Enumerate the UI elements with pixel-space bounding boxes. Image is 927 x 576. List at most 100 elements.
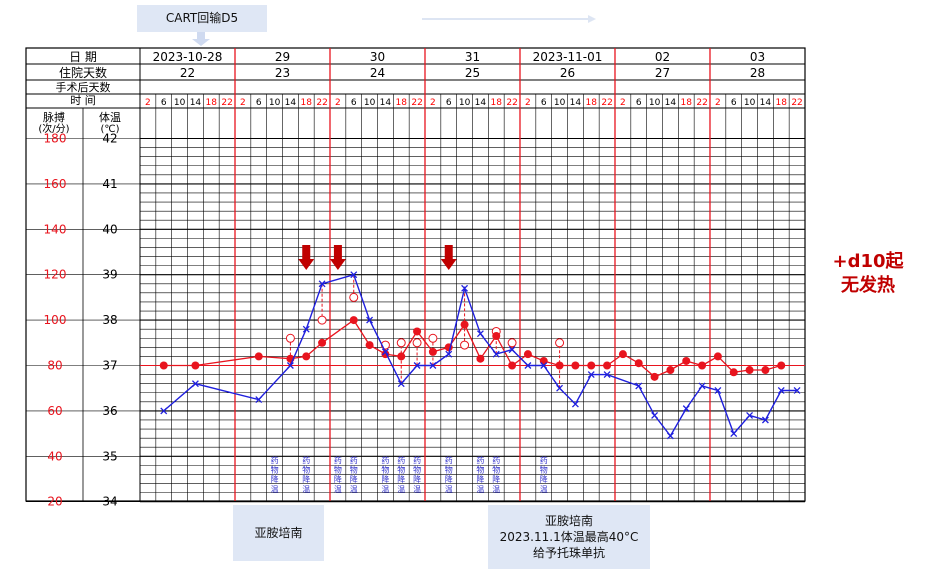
temperature-point	[730, 430, 738, 438]
date-row-label: 日 期	[69, 50, 97, 64]
pulse-axis-label-1: 脉搏	[43, 110, 65, 124]
time-slot-label: 22	[221, 98, 232, 108]
time-slot-label: 14	[475, 98, 487, 108]
temp-tick-label: 40	[102, 222, 117, 236]
pulse-tick-label: 60	[47, 404, 62, 418]
hospital-day-label: 28	[750, 66, 765, 80]
temperature-point	[366, 316, 374, 324]
temperature-series-line	[163, 273, 798, 438]
no-fever-note-line2: 无发热	[841, 275, 895, 296]
temp-tick-label: 36	[102, 404, 117, 418]
time-slot-label: 6	[161, 98, 167, 108]
pulse-tick-label: 120	[44, 268, 67, 282]
imipenem-callout-left: 亚胺培南	[233, 505, 324, 561]
time-slot-label: 22	[696, 98, 707, 108]
pulse-point	[603, 361, 612, 370]
pulse-tick-label: 20	[47, 495, 62, 509]
time-slot-label: 6	[731, 98, 737, 108]
time-slot-label: 22	[411, 98, 422, 108]
time-slot-label: 18	[586, 98, 598, 108]
drug-cooling-label: 降	[540, 474, 548, 484]
pulse-point	[634, 359, 643, 368]
time-slot-label: 18	[776, 98, 788, 108]
drug-cooling-label: 物	[271, 465, 279, 475]
pulse-point	[650, 372, 659, 381]
drug-cooling-label: 物	[381, 465, 389, 475]
hospital-day-label: 25	[465, 66, 480, 80]
pulse-point	[397, 352, 406, 361]
date-label: 03	[750, 50, 765, 64]
date-label: 02	[655, 50, 670, 64]
drug-cooling-label: 降	[476, 474, 484, 484]
temperature-point	[603, 371, 611, 379]
drug-cooling-label: 物	[445, 465, 453, 475]
temp-tick-label: 37	[102, 359, 117, 373]
temperature-point	[476, 330, 484, 338]
time-slot-label: 14	[570, 98, 582, 108]
temperature-point	[524, 362, 532, 369]
pulse-point	[571, 361, 580, 370]
no-fever-note: +d10起 无发热	[818, 250, 918, 298]
drug-cooling-label: 药	[413, 455, 421, 465]
cooled-temp-marker	[396, 338, 406, 348]
cooled-temp-marker	[317, 315, 327, 325]
hospital-days-row-label: 住院天数	[59, 65, 107, 80]
pulse-point	[349, 316, 358, 325]
pulse-point	[492, 331, 501, 340]
time-slot-label: 22	[316, 98, 327, 108]
pulse-axis-label-2: (次/分)	[38, 122, 69, 135]
drug-cooling-label: 降	[492, 474, 500, 484]
temperature-point	[714, 387, 722, 394]
date-label: 30	[370, 50, 385, 64]
cooled-temp-marker	[555, 338, 565, 348]
pulse-point	[587, 361, 596, 370]
pulse-tick-label: 140	[44, 222, 67, 236]
temperature-point	[381, 348, 389, 356]
temp-tick-label: 42	[102, 132, 117, 146]
temperature-point	[587, 371, 595, 379]
antipyretic-arrow	[440, 245, 457, 270]
temperature-point	[556, 384, 564, 392]
drug-cooling-label: 药	[445, 455, 453, 465]
time-slot-label: 10	[174, 98, 186, 108]
temperature-point	[666, 432, 674, 440]
temperature-point	[429, 362, 437, 369]
pulse-point	[191, 361, 200, 370]
pulse-tick-label: 180	[44, 132, 67, 146]
antipyretic-arrow	[298, 245, 315, 270]
pulse-tick-label: 40	[47, 449, 62, 463]
temp-axis-label-2: (℃)	[100, 124, 119, 135]
temp-tick-label: 39	[102, 268, 117, 282]
cooled-temp-marker	[285, 333, 295, 343]
time-row-label: 时 间	[70, 94, 96, 107]
time-slot-label: 2	[240, 98, 246, 108]
tocilizumab-note: 给予托珠单抗	[532, 546, 605, 560]
drug-cooling-label: 降	[381, 474, 389, 484]
time-slot-label: 22	[601, 98, 612, 108]
no-fever-note-line1: +d10起	[832, 251, 904, 272]
temperature-point	[286, 362, 294, 369]
pulse-point	[618, 350, 627, 359]
temperature-point	[540, 362, 548, 369]
time-slot-label: 10	[649, 98, 661, 108]
temperature-point	[651, 411, 659, 419]
drug-cooling-label: 降	[397, 474, 405, 484]
time-slot-label: 18	[206, 98, 218, 108]
temperature-point	[635, 382, 643, 390]
time-slot-label: 14	[760, 98, 772, 108]
time-slot-label: 2	[620, 98, 626, 108]
pulse-point	[682, 356, 691, 365]
drug-cooling-label: 温	[413, 485, 421, 494]
drug-cooling-label: 物	[334, 465, 342, 475]
faint-arrow-head	[588, 15, 596, 23]
temperature-point	[160, 407, 168, 415]
drug-cooling-label: 降	[445, 474, 453, 484]
time-slot-label: 2	[525, 98, 531, 108]
time-slot-label: 22	[791, 98, 802, 108]
drug-cooling-label: 物	[397, 465, 405, 475]
pulse-point	[698, 361, 707, 370]
time-slot-label: 2	[145, 98, 151, 108]
time-slot-label: 18	[491, 98, 503, 108]
drug-cooling-label: 物	[302, 465, 310, 475]
